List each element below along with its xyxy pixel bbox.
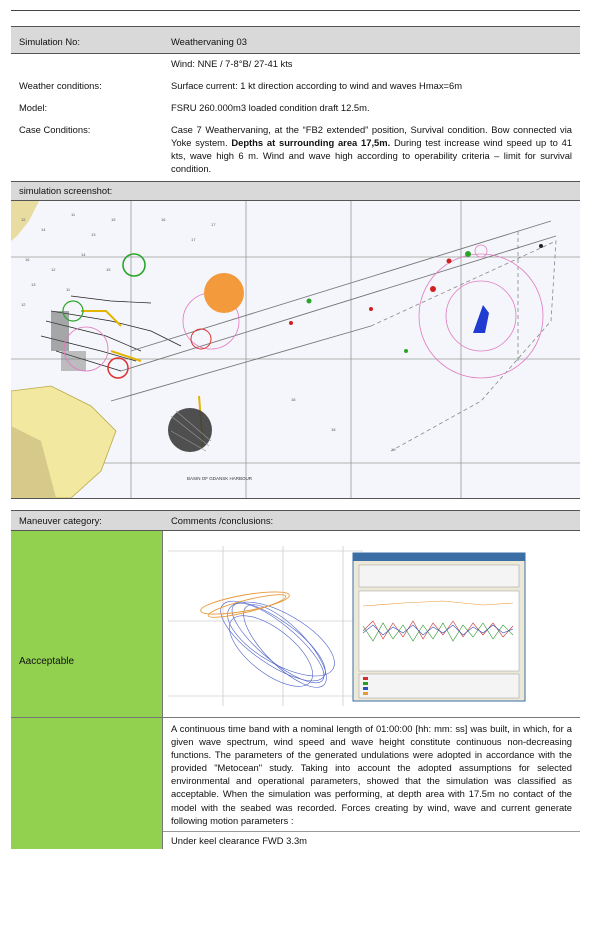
svg-text:12: 12 — [21, 217, 26, 222]
wind-value: Wind: NNE / 7-8°B/ 27-41 kts — [171, 58, 293, 69]
maneuver-category-header: Maneuver category: — [19, 515, 102, 526]
weather-row: Weather conditions: Surface current: 1 k… — [11, 76, 580, 95]
model-label: Model: — [19, 102, 48, 113]
svg-text:18: 18 — [331, 427, 336, 432]
svg-text:17: 17 — [211, 222, 216, 227]
maneuver-image-row: Aacceptable — [11, 531, 580, 718]
svg-text:15: 15 — [106, 267, 111, 272]
svg-text:17: 17 — [191, 237, 196, 242]
svg-text:11: 11 — [71, 212, 76, 217]
case-row: Case Conditions: Case 7 Weathervaning, a… — [11, 120, 580, 178]
svg-text:16: 16 — [25, 257, 30, 262]
svg-text:15: 15 — [111, 217, 116, 222]
case-text: Case 7 Weathervaning, at the “FB2 extend… — [163, 120, 580, 178]
comments-header: Comments /conclusions: — [171, 515, 274, 526]
trajectory-svg — [163, 531, 580, 717]
simulation-value: Weathervaning 03 — [171, 36, 247, 47]
conclusion-row: A continuous time band with a nominal le… — [11, 718, 580, 849]
wind-row: Wind: NNE / 7-8°B/ 27-41 kts — [11, 54, 580, 73]
weather-value: Surface current: 1 kt direction accordin… — [171, 80, 463, 91]
conclusion-cell: A continuous time band with a nominal le… — [163, 718, 580, 849]
svg-text:11: 11 — [66, 287, 71, 292]
simulation-label: Simulation No: — [19, 36, 80, 47]
conclusion-green-cell — [11, 718, 163, 849]
conclusion-text: A continuous time band with a nominal le… — [171, 723, 572, 826]
simulation-table: Simulation No: Weathervaning 03 Wind: NN… — [11, 26, 580, 849]
maneuver-header-row: Maneuver category: Comments /conclusions… — [11, 510, 580, 531]
map-harbour-label: BASIN OF GDANSK HARBOUR — [187, 476, 253, 481]
case-text-bold: Depths at surrounding area 17,5m. — [231, 137, 391, 148]
svg-text:14: 14 — [81, 252, 86, 257]
svg-text:18: 18 — [291, 397, 296, 402]
simulation-header-row: Simulation No: Weathervaning 03 — [11, 26, 580, 54]
svg-text:12: 12 — [51, 267, 56, 272]
svg-text:13: 13 — [91, 232, 96, 237]
acceptable-cell: Aacceptable — [11, 531, 163, 717]
svg-text:12: 12 — [21, 302, 26, 307]
model-value: FSRU 260.000m3 loaded condition draft 12… — [171, 102, 370, 113]
chart-map-svg: 12 14 11 13 15 16 12 14 15 13 11 12 16 17 17 18 18 1… — [11, 201, 580, 498]
case-text-part2: During test increase wind speed up to 41… — [171, 137, 572, 174]
case-label: Case Conditions: — [19, 124, 91, 135]
model-row: Model: FSRU 260.000m3 loaded condition d… — [11, 98, 580, 117]
screenshot-label: simulation screenshot: — [11, 181, 580, 201]
case-text-part1: Case 7 Weathervaning, at the “FB2 extend… — [171, 124, 572, 148]
trajectory-plot-image — [163, 531, 580, 717]
svg-text:14: 14 — [41, 227, 46, 232]
simulation-map: 12 14 11 13 15 16 12 14 15 13 11 12 16 17 17 18 18 1… — [11, 201, 580, 499]
top-blank-row — [11, 10, 580, 27]
maneuver-category-value: Aacceptable — [19, 656, 75, 667]
ukc-text: Under keel clearance FWD 3.3m — [163, 830, 580, 849]
weather-label: Weather conditions: — [19, 80, 102, 91]
svg-text:16: 16 — [161, 217, 166, 222]
svg-text:13: 13 — [31, 282, 36, 287]
svg-text:19: 19 — [391, 447, 396, 452]
